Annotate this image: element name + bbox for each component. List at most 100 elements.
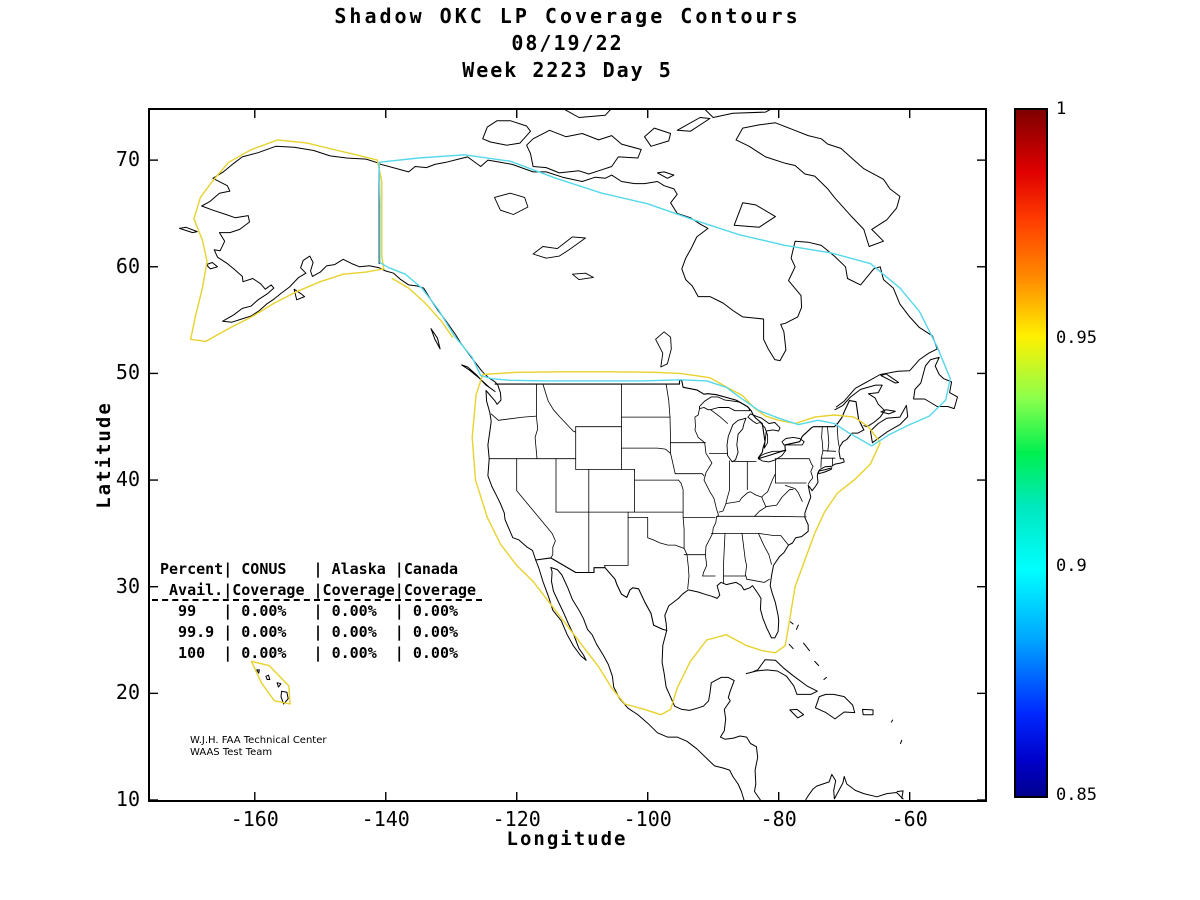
credit-line-2: WAAS Test Team <box>190 747 273 758</box>
small-island <box>803 642 810 652</box>
island <box>869 404 909 444</box>
colorbar-tick-label: 0.85 <box>1056 785 1097 805</box>
coastline <box>834 384 886 428</box>
coverage-table-row-99: 99 | 0.00% | 0.00% | 0.00% <box>160 602 459 620</box>
lake <box>494 192 529 215</box>
small-island <box>790 621 794 625</box>
axis-ticks <box>150 110 985 800</box>
coastline <box>661 429 865 800</box>
island <box>564 110 611 118</box>
island <box>862 708 874 716</box>
y-tick-label: 40 <box>115 467 140 492</box>
island <box>280 690 289 705</box>
small-island <box>795 624 799 630</box>
y-tick-label: 20 <box>115 680 140 705</box>
island <box>293 288 306 301</box>
title-line-1: Shadow OKC LP Coverage Contours <box>334 4 801 28</box>
state-border <box>745 575 770 583</box>
small-island <box>814 660 820 667</box>
title-line-2: 08/19/22 <box>511 31 624 55</box>
colorbar-tick-label: 0.9 <box>1056 556 1087 577</box>
lake <box>726 417 747 463</box>
state-border <box>741 533 747 577</box>
plot-area <box>148 108 987 802</box>
coverage-table-header-1: Percent| CONUS | Alaska |Canada <box>160 560 459 578</box>
island <box>818 467 833 475</box>
contour-0.95 <box>189 139 385 343</box>
y-tick-label: 60 <box>115 253 140 278</box>
coastline <box>378 156 938 408</box>
state-border <box>542 383 577 433</box>
state-border <box>758 533 772 565</box>
colorbar-tick-label: 0.95 <box>1056 327 1097 348</box>
lake <box>655 331 672 368</box>
state-border <box>820 426 824 468</box>
x-tick-label: -140 <box>361 807 410 831</box>
state-border <box>836 423 840 447</box>
state-border <box>754 506 767 517</box>
title-line-3: Week 2223 Day 5 <box>462 58 673 82</box>
credit-text: W.J.H. FAA Technical Center WAAS Test Te… <box>190 735 326 759</box>
state-border <box>534 383 539 460</box>
small-island <box>896 790 904 799</box>
map-svg <box>150 110 985 800</box>
island <box>482 120 531 146</box>
x-tick-label: -100 <box>623 807 672 831</box>
island <box>745 659 818 695</box>
lake <box>571 272 594 281</box>
state-border <box>784 485 803 502</box>
coastline <box>805 773 904 800</box>
state-border <box>750 533 789 546</box>
lake <box>781 436 805 446</box>
state-border <box>490 413 537 421</box>
lake <box>757 449 787 463</box>
y-axis-label: Latitude <box>93 401 115 509</box>
island <box>430 328 441 350</box>
colorbar-tick-label: 1 <box>1056 99 1067 119</box>
island <box>276 682 282 688</box>
state-border <box>694 416 696 431</box>
state-border <box>621 447 671 454</box>
state-border <box>516 458 556 559</box>
lake <box>699 396 751 412</box>
x-tick-label: -80 <box>760 807 797 831</box>
state-border <box>761 488 794 508</box>
state-border <box>674 473 705 477</box>
coverage-table-divider <box>152 599 482 601</box>
state-border <box>604 511 629 568</box>
contour-0.95 <box>250 660 291 705</box>
island <box>461 364 496 392</box>
coverage-table: Percent| CONUS | Alaska |Canada Avail.|C… <box>160 559 476 664</box>
national-border <box>535 557 668 631</box>
state-border <box>822 450 837 452</box>
island <box>526 129 642 175</box>
island <box>913 356 958 410</box>
island <box>789 708 805 719</box>
coverage-table-row-99-9: 99.9 | 0.00% | 0.00% | 0.00% <box>160 623 459 641</box>
figure-title: Shadow OKC LP Coverage Contours 08/19/22… <box>150 3 985 84</box>
coverage-table-row-100: 100 | 0.00% | 0.00% | 0.00% <box>160 644 459 662</box>
island <box>657 171 675 179</box>
state-border <box>694 429 719 577</box>
island <box>704 110 771 118</box>
state-border <box>678 479 690 590</box>
state-border <box>716 515 807 518</box>
island <box>644 127 672 147</box>
lake <box>532 236 586 259</box>
island <box>735 122 901 247</box>
island <box>733 202 776 228</box>
state-border <box>669 416 676 475</box>
y-tick-label: 10 <box>115 787 140 811</box>
state-border <box>710 409 728 424</box>
state-border <box>723 533 726 584</box>
x-tick-label: -160 <box>230 807 279 831</box>
state-border <box>694 408 700 418</box>
colorbar <box>1014 108 1048 798</box>
credit-line-1: W.J.H. FAA Technical Center <box>190 735 327 746</box>
state-border <box>718 473 776 513</box>
small-island <box>900 739 903 744</box>
state-border <box>807 458 814 485</box>
y-tick-label: 50 <box>115 360 140 385</box>
state-border <box>627 517 685 549</box>
